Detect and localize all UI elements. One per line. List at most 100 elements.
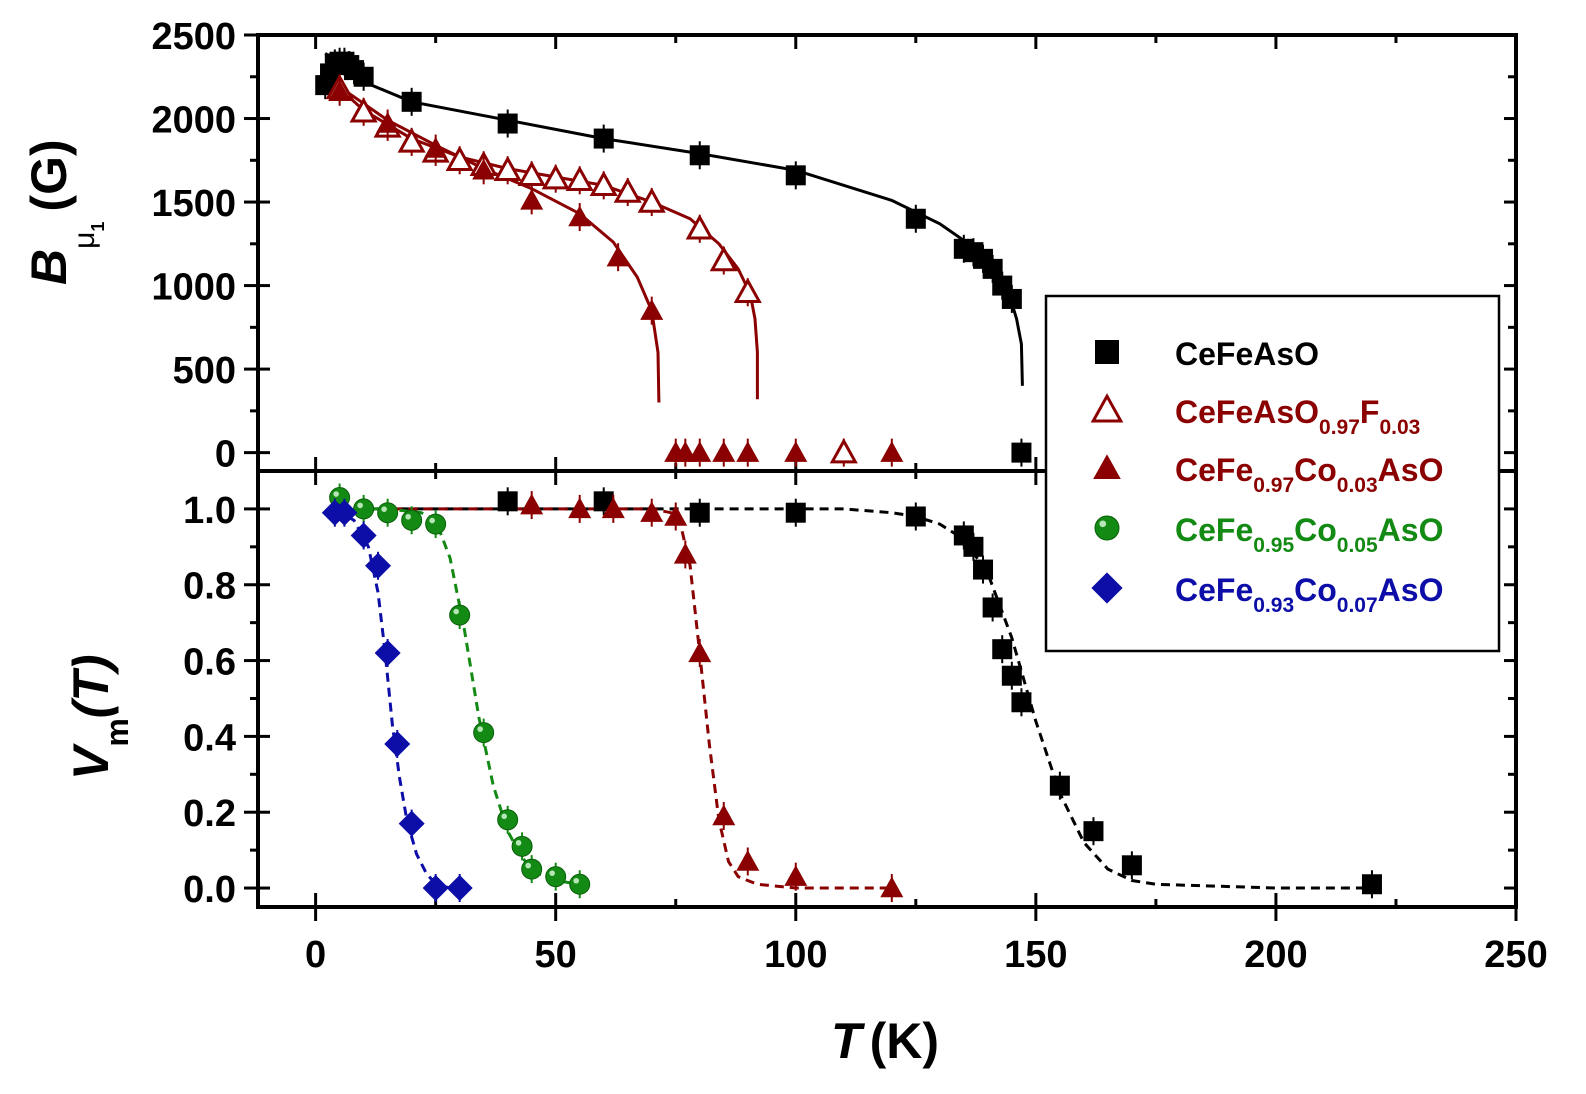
legend-label-cefeaso: CeFeAsO — [1175, 336, 1319, 372]
point-cefeaso — [905, 506, 926, 527]
legend-marker-circle-highlight — [1099, 520, 1107, 528]
point-cefeaso0-97f0-03 — [493, 155, 522, 182]
point-cefeaso0-97f0-03 — [589, 170, 618, 197]
point-cefeaso — [982, 597, 1003, 618]
point-cefe0-97co0-03aso — [688, 641, 712, 663]
point-cefe0-95co0-05aso — [521, 858, 543, 880]
data-points — [315, 47, 1382, 903]
point-cefe0-97co0-03aso — [784, 865, 808, 886]
point-cefeaso0-97f0-03 — [517, 160, 546, 187]
y-tick-label: 0.6 — [183, 642, 236, 684]
point-cefe0-97co0-03aso — [673, 542, 697, 564]
point-cefe0-93co0-07aso — [446, 875, 473, 902]
point-cefeaso — [1049, 775, 1070, 796]
point-cefe0-95co0-05aso — [511, 835, 533, 857]
point-cefeaso0-97f0-03 — [829, 438, 858, 464]
point-cefeaso — [401, 91, 422, 112]
point-cefe0-97co0-03aso — [568, 497, 592, 519]
point-cefe0-97co0-03aso — [376, 112, 400, 133]
point-cefe0-95co0-05aso-highlight — [405, 513, 411, 520]
legend-marker-triangle-open — [1090, 393, 1124, 423]
point-cefeaso — [1001, 288, 1022, 309]
point-cefe0-97co0-03aso — [712, 441, 736, 462]
point-cefe0-97co0-03aso — [736, 441, 760, 462]
point-cefe0-97co0-03aso — [664, 504, 688, 526]
point-cefe0-95co0-05aso — [473, 722, 495, 744]
legend: CeFeAsO CeFeAsO0.97F0.03 CeFe0.97Co0.03A… — [1044, 294, 1501, 653]
point-cefeaso0-97f0-03 — [613, 177, 642, 203]
y-tick-label: 500 — [173, 350, 236, 392]
point-cefe0-95co0-05aso — [401, 509, 423, 531]
fit-line-cefeaso-bottom — [339, 507, 1372, 890]
point-cefe0-95co0-05aso-highlight — [429, 517, 435, 524]
point-cefe0-97co0-03aso — [784, 441, 808, 462]
point-cefe0-97co0-03aso — [568, 205, 592, 227]
legend-marker-circle — [1094, 515, 1120, 541]
point-cefe0-95co0-05aso-highlight — [477, 726, 483, 732]
legend-marker-triangle — [1093, 454, 1121, 480]
point-cefe0-95co0-05aso — [353, 498, 375, 520]
top-y-axis-title: Bμ1(G) — [21, 139, 108, 285]
point-cefeaso — [992, 639, 1013, 660]
legend-box — [1044, 294, 1501, 653]
point-cefe0-97co0-03aso — [880, 876, 904, 898]
point-cefeaso — [689, 502, 710, 523]
point-cefeaso — [497, 113, 518, 134]
point-cefeaso — [785, 502, 806, 523]
point-cefe0-97co0-03aso — [520, 188, 544, 210]
y-tick-label: 2500 — [151, 16, 236, 58]
point-cefeaso0-97f0-03 — [685, 214, 714, 240]
point-cefeaso0-97f0-03 — [637, 187, 666, 213]
point-cefe0-93co0-07aso — [350, 522, 377, 549]
legend-label-co003: CeFe0.97Co0.03AsO — [1175, 452, 1443, 497]
point-cefeaso0-97f0-03 — [445, 145, 474, 171]
point-cefe0-95co0-05aso — [497, 809, 519, 831]
point-cefe0-95co0-05aso — [569, 873, 591, 895]
point-cefe0-95co0-05aso-highlight — [573, 877, 580, 884]
point-cefe0-97co0-03aso — [736, 850, 760, 871]
bottom-y-axis-title: Vm(T) — [63, 654, 135, 780]
point-cefeaso — [593, 128, 614, 149]
point-cefe0-97co0-03aso — [640, 501, 664, 522]
x-tick-label: 0 — [305, 934, 326, 976]
y-tick-label: 2000 — [151, 100, 236, 142]
top-panel-ticks: 0 500 1000 1500 2000 2500 — [151, 16, 1518, 476]
point-cefeaso — [1083, 821, 1104, 842]
point-cefe0-97co0-03aso — [712, 804, 736, 826]
point-cefe0-95co0-05aso-highlight — [515, 840, 522, 846]
point-cefe0-95co0-05aso — [377, 502, 399, 524]
y-tick-label: 1.0 — [183, 490, 236, 532]
point-cefe0-95co0-05aso-highlight — [357, 502, 363, 509]
point-cefe0-95co0-05aso-highlight — [549, 870, 555, 876]
point-cefe0-97co0-03aso — [640, 299, 664, 320]
legend-label-co007: CeFe0.93Co0.07AsO — [1175, 572, 1443, 617]
point-cefeaso — [973, 559, 994, 580]
point-cefeaso — [1121, 855, 1142, 876]
point-cefe0-97co0-03aso — [472, 158, 496, 180]
point-cefe0-93co0-07aso — [398, 810, 425, 837]
fit-line-cefeaso0-97f0-03-top — [338, 87, 759, 400]
point-cefe0-95co0-05aso-highlight — [525, 862, 531, 869]
legend-label-cefeaso-f: CeFeAsO0.97F0.03 — [1175, 394, 1420, 439]
legend-marker-diamond — [1091, 572, 1123, 604]
point-cefeaso — [497, 491, 518, 512]
y-tick-label: 0 — [215, 434, 236, 476]
point-cefeaso0-97f0-03 — [349, 97, 378, 123]
fit-line-cefe0-97co0-03aso-bottom — [363, 507, 892, 890]
point-cefeaso0-97f0-03 — [565, 165, 594, 192]
point-cefe0-95co0-05aso-highlight — [453, 608, 459, 615]
point-cefe0-97co0-03aso — [606, 245, 630, 267]
bottom-panel-frame — [256, 469, 1518, 909]
point-cefe0-97co0-03aso — [424, 137, 448, 158]
point-cefeaso — [689, 145, 710, 166]
point-cefeaso0-97f0-03 — [541, 164, 570, 190]
point-cefeaso0-97f0-03 — [733, 277, 762, 303]
y-tick-label: 1000 — [151, 267, 236, 309]
point-cefe0-95co0-05aso — [425, 513, 447, 535]
point-cefe0-97co0-03aso — [520, 493, 544, 515]
point-cefe0-93co0-07aso — [365, 552, 392, 579]
point-cefeaso — [1011, 692, 1032, 713]
point-cefeaso — [1001, 665, 1022, 686]
y-tick-label: 0.4 — [183, 717, 236, 759]
